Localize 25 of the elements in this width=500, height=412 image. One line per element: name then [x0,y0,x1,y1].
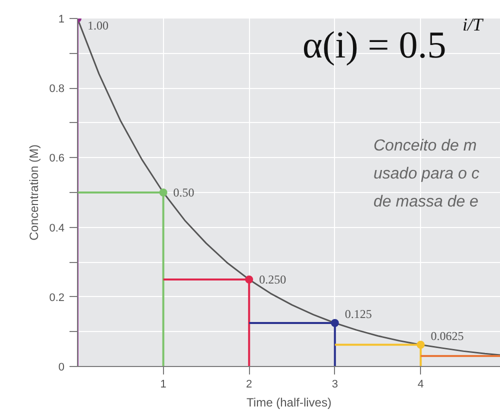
y-axis-title: Concentration (M) [27,144,42,241]
y-tick-label: 0.6 [49,152,65,165]
y-tick-label: 0 [58,362,65,374]
x-tick-label: 1 [160,378,166,390]
annotation: de massa de e [374,194,479,210]
x-tick-label: 3 [332,378,338,390]
annotation: usado para o c [374,166,480,182]
point [416,340,425,349]
x-axis-title: Time (half-lives) [246,396,332,410]
data-label: 1.00 [88,18,108,32]
annotation: Conceito de m [374,138,477,154]
y-tick-label: 0.8 [49,83,65,96]
data-label: 0.125 [344,307,372,321]
y-tick-label: 0.4 [49,222,65,234]
data-label: 0.50 [173,186,194,200]
x-tick-label: 4 [418,378,424,390]
y-tick-label: 0.2 [49,292,65,304]
data-label: 0.0625 [430,328,464,343]
point [159,188,168,196]
point [330,319,339,327]
y-tick-label: 1 [58,14,65,26]
data-label: 0.250 [259,272,286,286]
point [245,276,254,284]
annotation: α(i) = 0.5i/T [302,14,484,66]
x-tick-label: 2 [246,378,252,390]
